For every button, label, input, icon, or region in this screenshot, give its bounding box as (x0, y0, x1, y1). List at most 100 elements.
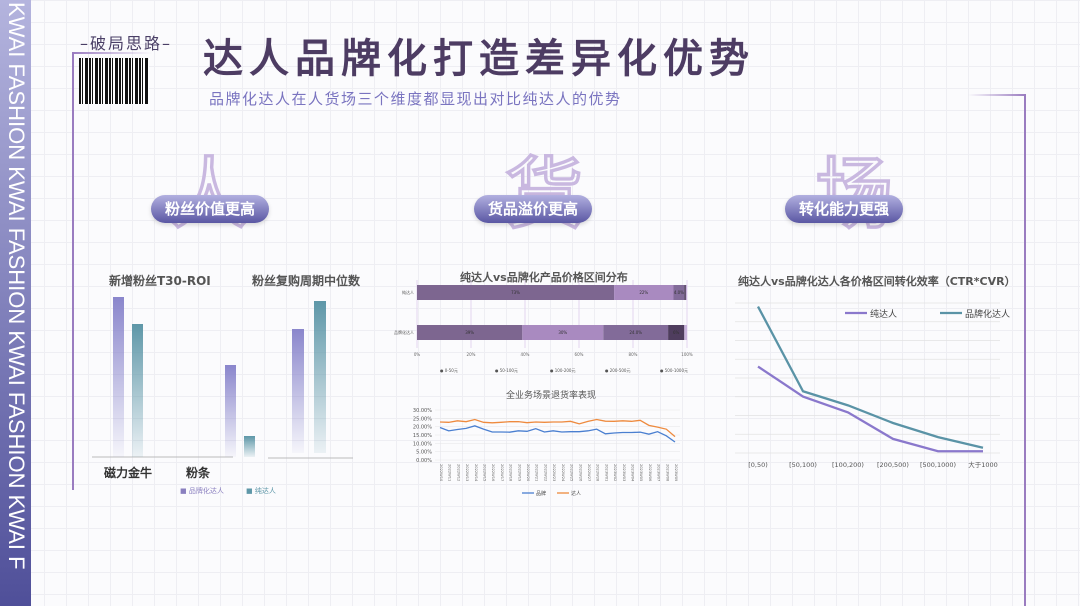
x-tick-label: 2023W04 (630, 464, 634, 482)
barcode-icon (79, 58, 149, 104)
chart-title-return: 全业务场景退货率表现 (506, 391, 597, 401)
x-tick-label: 2022W21 (535, 464, 539, 481)
data-label: 39% (465, 330, 474, 335)
series-line (439, 425, 676, 443)
legend-pure: ■ 纯达人 (246, 487, 276, 495)
frame-line-left (72, 52, 74, 490)
tick-label: 80% (629, 352, 638, 357)
legend-label: ● 200-500元 (605, 368, 630, 373)
x-tick-label: 2022W14 (474, 464, 478, 482)
frame-line-right (1024, 94, 1026, 606)
x-tick-label: [100,200) (832, 461, 864, 469)
brand-vertical-text: KWAI FASHION KWAI FASHION KWAI FASHION K… (4, 2, 29, 570)
legend-label: 品牌 (536, 490, 546, 497)
conversion-chart: [0,50) [50,100) [100,200) [200,500) [500,100… (735, 302, 1010, 469)
data-label: 6% (673, 330, 680, 335)
return-rate-chart: 0.00% 5.00% 10.00% 15.00% 20.00% 25.00% 30.00%… (413, 408, 680, 497)
x-tick-label: 2023W02 (613, 464, 617, 481)
x-tick-label: [200,500) (877, 461, 909, 469)
x-tick-label: 2022W22 (543, 464, 547, 481)
x-tick-label: 2022W12 (456, 464, 460, 481)
x-tick-label: 2022W25 (570, 464, 574, 481)
x-tick-label: 2023W05 (639, 464, 643, 481)
y-tick-label: 10.00% (413, 441, 432, 447)
y-tick-label: 15.00% (413, 433, 432, 439)
x-tick-label: 2022W15 (483, 464, 487, 481)
y-tick-label: 5.00% (416, 450, 432, 456)
category-label: 品牌化达人 (394, 329, 414, 335)
category-label: 磁力金牛 (104, 466, 153, 480)
stack-segment (684, 285, 686, 300)
x-tick-label: 2023W09 (674, 464, 678, 482)
bar-brand (113, 297, 124, 457)
stacked-bar-chart: 0% 20% 40% 60% 80% 100% 纯达人 73% 22% 4.0% 品牌化达人 39% 3… (394, 280, 693, 373)
legend-brand: ■ 品牌化达人 (180, 487, 224, 495)
y-tick-label: 20.00% (413, 425, 432, 431)
legend-label: ● 0-50元 (440, 368, 458, 373)
x-tick-label: 2023W07 (657, 464, 661, 481)
pill-fans-value: 粉丝价值更高 (151, 195, 269, 223)
stack-segment (684, 325, 687, 340)
stack-segment (668, 325, 685, 340)
x-tick-label: 2023W06 (648, 464, 652, 482)
stack-segment (685, 285, 687, 300)
stack-segment (603, 325, 669, 340)
x-tick-label: 2023W03 (622, 464, 626, 481)
data-label: 4.0% (674, 290, 684, 295)
y-tick-label: 0.00% (416, 458, 432, 464)
legend-label: 品牌化达人 (965, 308, 1010, 320)
tick-label: 20% (467, 352, 476, 357)
series-line (756, 305, 984, 449)
bar-charts (92, 297, 353, 459)
page-title: 达人品牌化打造差异化优势 (203, 36, 755, 82)
tick-label: 60% (575, 352, 584, 357)
bar-brand (292, 329, 304, 453)
x-tick-label: 2022W17 (500, 464, 504, 481)
data-label: 24.0% (629, 330, 642, 335)
x-tick-label: 2022W23 (552, 464, 556, 481)
frame-line-top-right (968, 94, 1026, 96)
y-tick-label: 30.00% (413, 408, 432, 414)
x-tick-label: 2023W08 (665, 464, 669, 482)
series-line (757, 365, 983, 453)
x-tick-label: 2022W11 (448, 464, 452, 481)
legend-label: ● 100-200元 (550, 368, 575, 373)
bar-pure (314, 301, 326, 453)
data-label: 73% (511, 290, 520, 295)
sidebar-brand-strip: KWAI FASHION KWAI FASHION KWAI FASHION K… (0, 0, 31, 606)
bar-brand (225, 365, 236, 457)
x-tick-label: 2022W28 (596, 464, 600, 482)
pill-conversion: 转化能力更强 (785, 195, 903, 223)
frame-line-top (72, 52, 152, 54)
x-tick-label: 2022W10 (439, 464, 443, 482)
legend-label: 品牌化达人 (188, 487, 224, 495)
pill-goods-premium: 货品溢价更高 (474, 195, 592, 223)
x-tick-label: [50,100) (789, 461, 817, 469)
bar-pure (132, 324, 143, 457)
legend-label: ● 500-1000元 (660, 368, 688, 373)
x-tick-label: 2022W18 (509, 464, 513, 482)
y-tick-label: 25.00% (413, 416, 432, 422)
bar-pure (244, 436, 255, 457)
series-line (439, 418, 676, 438)
legend-label: 纯达人 (254, 487, 276, 495)
data-label: 22% (639, 290, 648, 295)
tick-label: 100% (681, 352, 693, 357)
data-label: 30% (558, 330, 567, 335)
chart-title-conversion: 纯达人vs品牌化达人各价格区间转化效率（CTR*CVR） (738, 275, 1016, 288)
x-tick-label: 2022W27 (587, 464, 591, 481)
x-tick-label: 2022W13 (465, 464, 469, 481)
x-tick-label: 2022W26 (578, 464, 582, 482)
chart-title-roi: 新增粉丝T30-ROI (109, 274, 211, 288)
tick-label: 0% (414, 352, 421, 357)
category-label: 纯达人 (402, 289, 414, 295)
page-subtitle: 品牌化达人在人货场三个维度都显现出对比纯达人的优势 (209, 90, 622, 108)
stack-segment (673, 285, 685, 300)
x-tick-label: 大于1000 (968, 460, 998, 469)
x-tick-label: [500,1000) (920, 461, 956, 469)
category-label: 粉条 (186, 466, 211, 480)
chart-title-repurchase: 粉丝复购周期中位数 (252, 274, 361, 288)
x-tick-label: 2022W24 (561, 464, 565, 482)
x-tick-label: 2023W01 (604, 464, 608, 481)
stack-segment (614, 285, 674, 300)
